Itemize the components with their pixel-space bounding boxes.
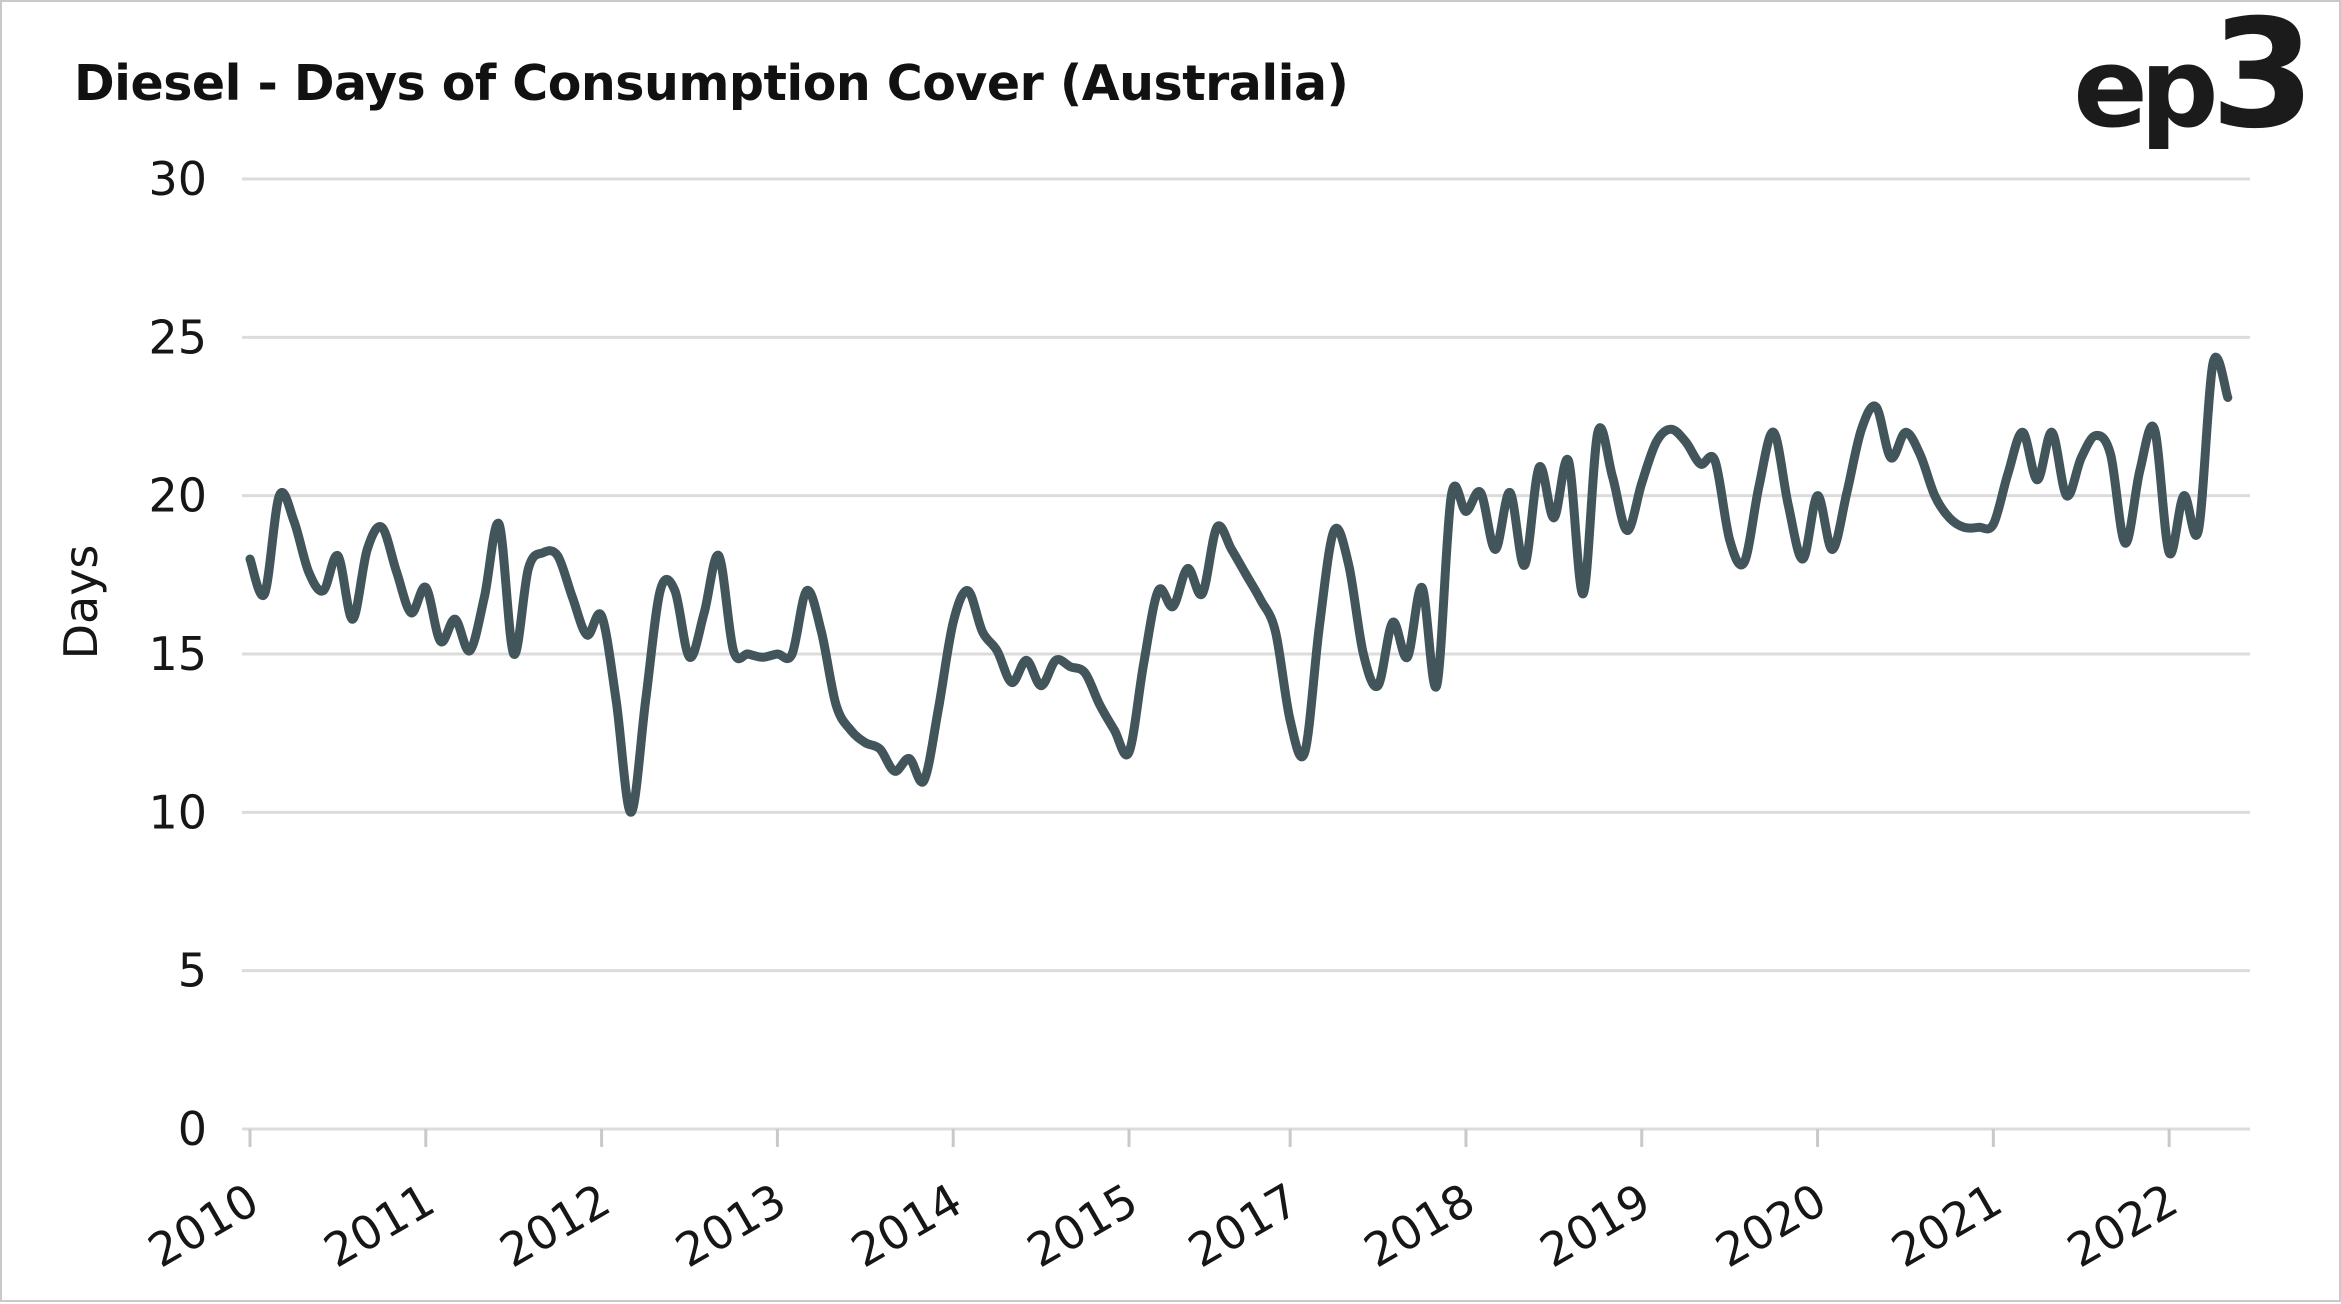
logo-ep3: ep3 [2073, 0, 2315, 162]
y-tick-label: 25 [148, 310, 207, 364]
chart-title: Diesel - Days of Consumption Cover (Aust… [74, 54, 1349, 112]
x-tick-label: 2010 [139, 1173, 267, 1278]
y-axis-title: Days [54, 545, 108, 660]
x-tick-label: 2014 [842, 1173, 970, 1278]
x-tick-label: 2022 [2058, 1173, 2186, 1278]
y-tick-label: 15 [148, 627, 207, 681]
series-line [245, 352, 2233, 817]
y-tick-label: 5 [178, 944, 207, 998]
x-tick-label: 2019 [1531, 1173, 1659, 1278]
x-tick-label: 2020 [1707, 1173, 1835, 1278]
y-tick-label: 10 [148, 785, 207, 839]
x-tick-label: 2012 [491, 1173, 619, 1278]
y-tick-label: 0 [178, 1102, 207, 1156]
logo-ep-text: ep [2073, 24, 2218, 152]
y-tick-label: 20 [148, 469, 207, 523]
x-tick-label: 2013 [667, 1173, 795, 1278]
x-tick-label: 2018 [1355, 1173, 1483, 1278]
x-tick-label: 2011 [315, 1173, 443, 1278]
y-tick-label: 30 [148, 152, 207, 206]
logo-3-text: 3 [2210, 0, 2315, 162]
x-tick-label: 2015 [1018, 1173, 1146, 1278]
x-tick-label: 2017 [1179, 1173, 1307, 1278]
x-tick-label: 2021 [1882, 1173, 2010, 1278]
